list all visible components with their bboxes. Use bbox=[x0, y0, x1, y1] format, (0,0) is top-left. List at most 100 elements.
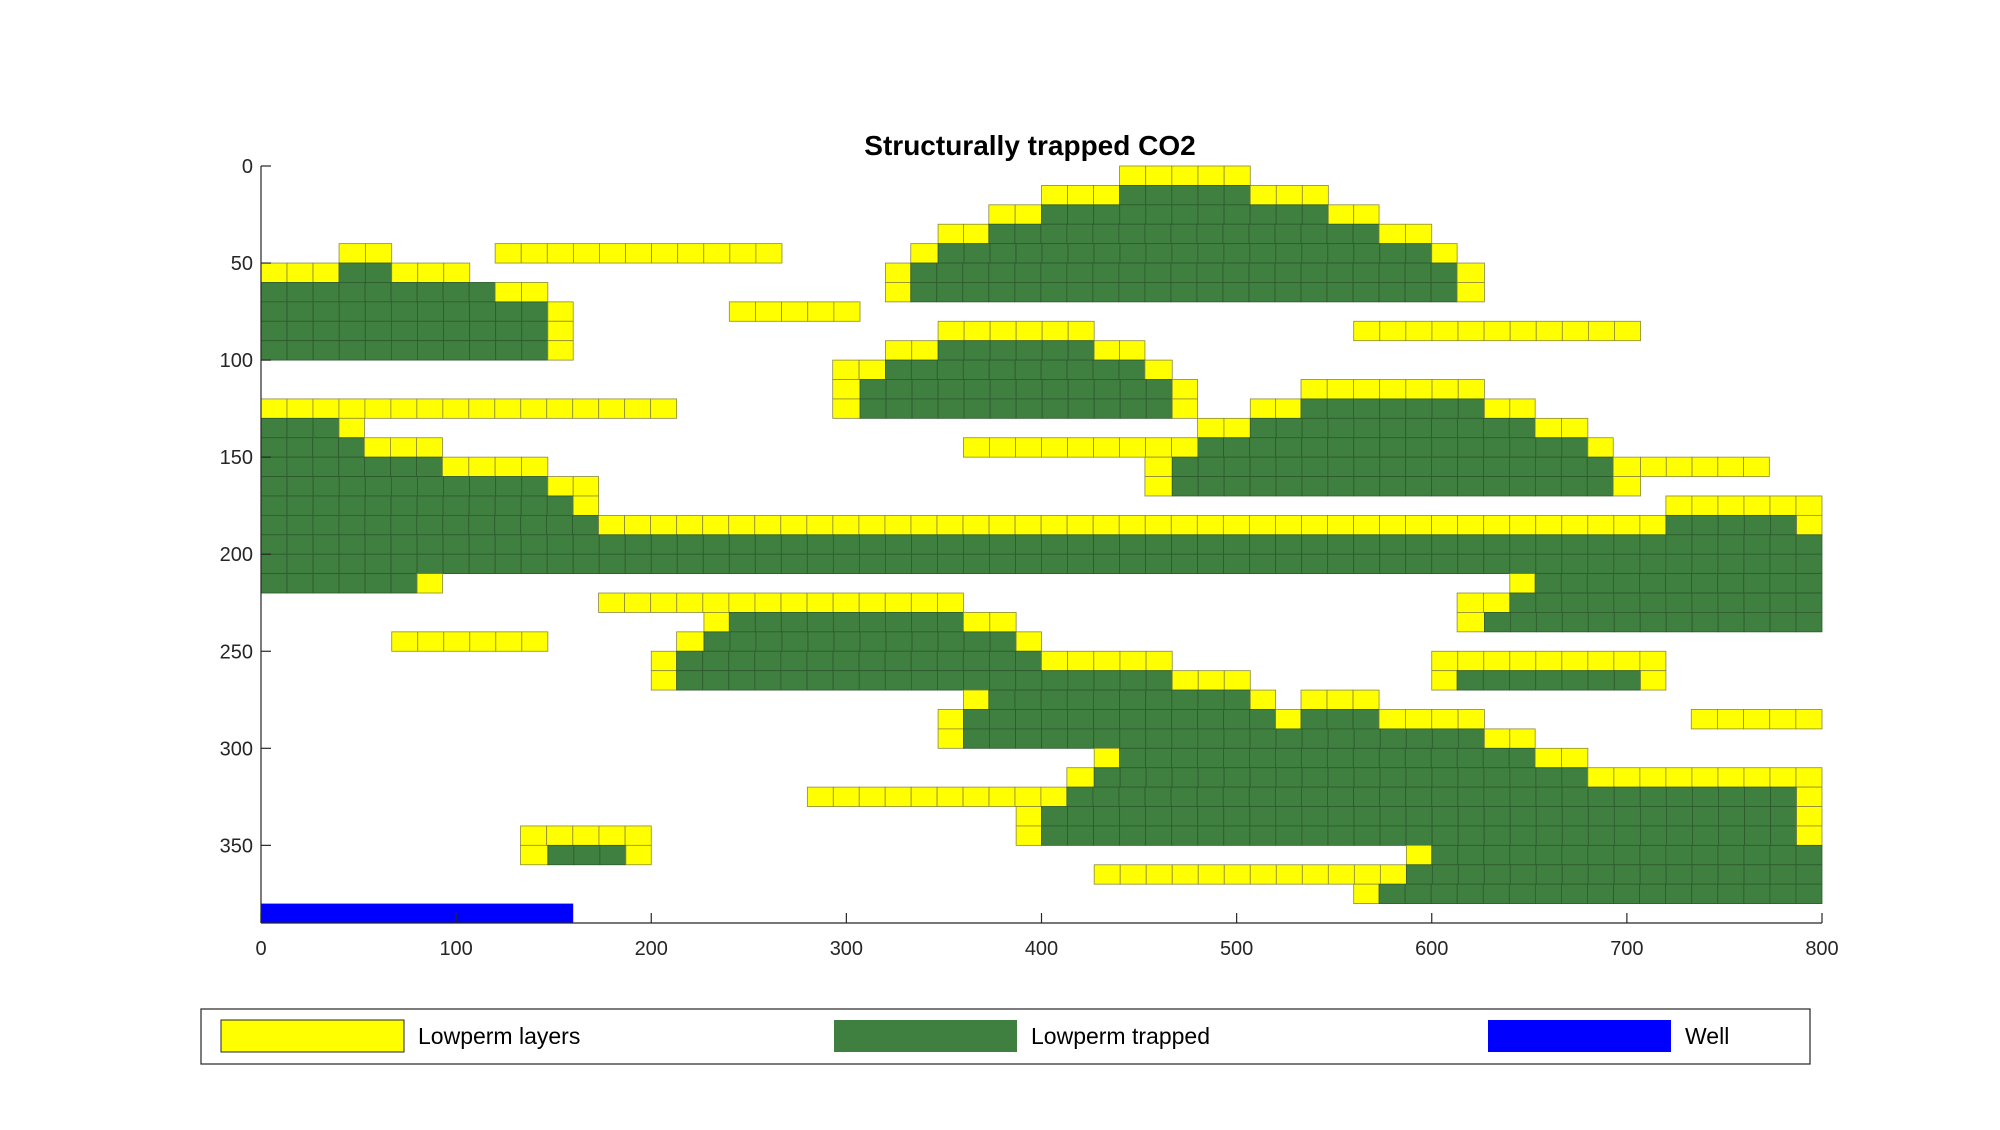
lowperm-layer-cell bbox=[1353, 320, 1381, 342]
lowperm-trapped-cell bbox=[1456, 670, 1484, 691]
lowperm-layer-cell bbox=[806, 592, 834, 613]
lowperm-trapped-cell bbox=[1327, 476, 1355, 497]
lowperm-layer-cell bbox=[650, 398, 678, 419]
lowperm-trapped-cell bbox=[832, 534, 860, 555]
lowperm-trapped-cell bbox=[1457, 437, 1485, 458]
lowperm-trapped-cell bbox=[1275, 243, 1303, 264]
lowperm-layer-cell bbox=[1327, 514, 1354, 536]
x-tick-label: 400 bbox=[1025, 938, 1058, 960]
lowperm-trapped-cell bbox=[1560, 476, 1588, 497]
lowperm-trapped-cell bbox=[1170, 786, 1198, 807]
lowperm-trapped-cell bbox=[1639, 612, 1667, 633]
lowperm-trapped-cell bbox=[1067, 204, 1095, 225]
lowperm-trapped-cell bbox=[885, 612, 912, 633]
lowperm-trapped-cell bbox=[1535, 844, 1563, 866]
lowperm-layer-cell bbox=[832, 379, 861, 400]
lowperm-layer-cell bbox=[1743, 495, 1771, 516]
lowperm-trapped-cell bbox=[1223, 185, 1251, 206]
lowperm-layer-cell bbox=[989, 320, 1017, 342]
lowperm-trapped-cell bbox=[1795, 883, 1823, 904]
lowperm-trapped-cell bbox=[1743, 883, 1771, 904]
lowperm-layer-cell bbox=[1092, 514, 1120, 536]
lowperm-trapped-cell bbox=[962, 650, 990, 672]
lowperm-layer-cell bbox=[572, 495, 599, 516]
lowperm-trapped-cell bbox=[1197, 534, 1225, 555]
lowperm-layer-cell bbox=[547, 476, 574, 497]
lowperm-layer-cell bbox=[1197, 864, 1225, 885]
lowperm-layer-cell bbox=[1535, 320, 1563, 342]
lowperm-layer-cell bbox=[1041, 185, 1068, 206]
lowperm-layer-cell bbox=[1484, 398, 1511, 419]
lowperm-trapped-cell bbox=[1223, 456, 1251, 477]
lowperm-trapped-cell bbox=[989, 670, 1017, 691]
lowperm-layer-cell bbox=[1457, 379, 1485, 400]
lowperm-trapped-cell bbox=[417, 301, 444, 322]
lowperm-trapped-cell bbox=[1457, 534, 1485, 555]
lowperm-trapped-cell bbox=[1041, 534, 1068, 555]
lowperm-layer-cell bbox=[572, 476, 599, 497]
lowperm-trapped-cell bbox=[1744, 786, 1771, 807]
lowperm-trapped-cell bbox=[1613, 883, 1641, 904]
lowperm-layer-cell bbox=[988, 786, 1016, 807]
lowperm-trapped-cell bbox=[1587, 592, 1615, 613]
lowperm-trapped-cell bbox=[1586, 476, 1614, 497]
lowperm-layer-cell bbox=[1405, 223, 1433, 245]
lowperm-trapped-cell bbox=[1743, 844, 1771, 866]
lowperm-trapped-cell bbox=[1509, 456, 1536, 477]
lowperm-trapped-cell bbox=[1352, 262, 1380, 283]
lowperm-trapped-cell bbox=[989, 631, 1017, 652]
lowperm-layer-cell bbox=[1405, 514, 1433, 536]
lowperm-layer-cell bbox=[1249, 689, 1277, 710]
lowperm-trapped-cell bbox=[1405, 476, 1433, 497]
lowperm-trapped-cell bbox=[1015, 534, 1042, 555]
lowperm-layer-cell bbox=[963, 437, 990, 458]
lowperm-trapped-cell bbox=[963, 340, 991, 361]
lowperm-trapped-cell bbox=[1769, 573, 1797, 594]
lowperm-trapped-cell bbox=[1327, 786, 1354, 807]
lowperm-layer-cell bbox=[755, 301, 782, 322]
lowperm-trapped-cell bbox=[1613, 786, 1641, 807]
lowperm-trapped-cell bbox=[1534, 573, 1562, 594]
lowperm-trapped-cell bbox=[1666, 825, 1693, 846]
lowperm-trapped-cell bbox=[1144, 262, 1172, 283]
lowperm-layer-cell bbox=[806, 786, 834, 807]
lowperm-layer-cell bbox=[468, 456, 496, 477]
lowperm-trapped-cell bbox=[1535, 553, 1563, 575]
lowperm-layer-cell bbox=[1196, 514, 1224, 536]
lowperm-layer-cell bbox=[1587, 437, 1614, 458]
lowperm-trapped-cell bbox=[1327, 728, 1355, 749]
lowperm-trapped-cell bbox=[468, 514, 496, 536]
x-tick-label: 500 bbox=[1220, 938, 1253, 960]
lowperm-trapped-cell bbox=[1379, 417, 1407, 439]
lowperm-layer-cell bbox=[1353, 379, 1381, 400]
lowperm-trapped-cell bbox=[1587, 553, 1615, 575]
lowperm-trapped-cell bbox=[937, 670, 964, 691]
lowperm-trapped-cell bbox=[1353, 437, 1381, 458]
lowperm-trapped-cell bbox=[546, 495, 574, 516]
lowperm-layer-cell bbox=[1300, 379, 1328, 400]
lowperm-trapped-cell bbox=[1665, 612, 1693, 633]
lowperm-trapped-cell bbox=[1587, 786, 1615, 807]
lowperm-trapped-cell bbox=[1066, 359, 1094, 380]
lowperm-trapped-cell bbox=[443, 320, 471, 342]
lowperm-trapped-cell bbox=[936, 650, 964, 672]
lowperm-trapped-cell bbox=[1483, 437, 1511, 458]
lowperm-trapped-cell bbox=[1014, 262, 1042, 283]
lowperm-layer-cell bbox=[1379, 514, 1406, 536]
lowperm-layer-cell bbox=[1223, 165, 1251, 186]
lowperm-trapped-cell bbox=[702, 650, 730, 672]
lowperm-layer-cell bbox=[416, 437, 443, 458]
lowperm-trapped-cell bbox=[520, 553, 548, 575]
lowperm-layer-cell bbox=[1118, 514, 1146, 536]
lowperm-trapped-cell bbox=[1456, 747, 1484, 769]
lowperm-trapped-cell bbox=[1223, 825, 1251, 846]
lowperm-trapped-cell bbox=[1795, 844, 1823, 866]
lowperm-layer-cell bbox=[1275, 864, 1303, 885]
lowperm-layer-cell bbox=[728, 514, 756, 536]
lowperm-trapped-cell bbox=[1275, 456, 1303, 477]
lowperm-layer-cell bbox=[885, 282, 912, 303]
lowperm-trapped-cell bbox=[1561, 825, 1589, 846]
lowperm-trapped-cell bbox=[1093, 204, 1121, 225]
lowperm-trapped-cell bbox=[1014, 689, 1042, 710]
lowperm-trapped-cell bbox=[1769, 864, 1797, 885]
